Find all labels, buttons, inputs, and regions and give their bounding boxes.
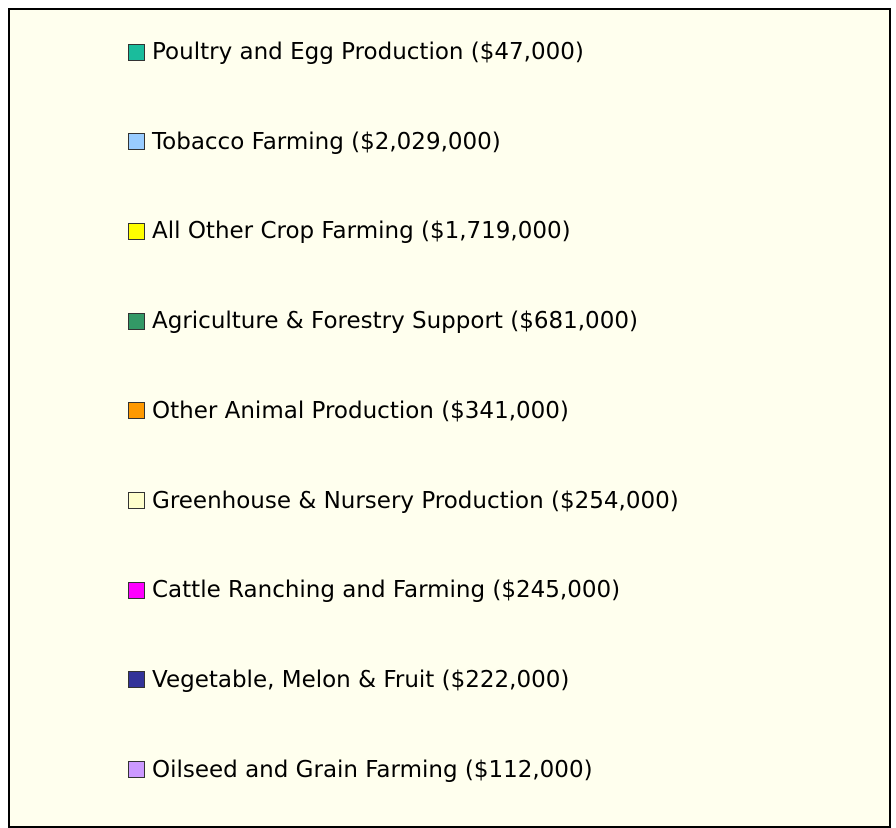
legend-item: Vegetable, Melon & Fruit ($222,000) xyxy=(128,665,569,695)
legend-swatch xyxy=(128,761,145,779)
legend-item: Greenhouse & Nursery Production ($254,00… xyxy=(128,486,679,516)
legend-swatch xyxy=(128,671,145,689)
legend-item: Cattle Ranching and Farming ($245,000) xyxy=(128,575,620,605)
legend-swatch xyxy=(128,581,145,599)
legend-swatch xyxy=(128,222,145,240)
legend-swatch xyxy=(128,133,145,151)
legend-swatch xyxy=(128,312,145,330)
legend-label: Poultry and Egg Production ($47,000) xyxy=(152,39,584,65)
legend-label: Oilseed and Grain Farming ($112,000) xyxy=(152,756,593,783)
legend-label: Tobacco Farming ($2,029,000) xyxy=(152,128,501,155)
legend-label: Agriculture & Forestry Support ($681,000… xyxy=(152,308,638,335)
page: Poultry and Egg Production ($47,000) Toba… xyxy=(8,8,891,828)
legend-label: Cattle Ranching and Farming ($245,000) xyxy=(152,577,621,604)
legend-panel: Poultry and Egg Production ($47,000) Toba… xyxy=(8,8,891,828)
legend-item: All Other Crop Farming ($1,719,000) xyxy=(128,216,571,246)
legend-item: Tobacco Farming ($2,029,000) xyxy=(128,127,501,157)
legend-swatch xyxy=(128,43,145,61)
legend-item: Agriculture & Forestry Support ($681,000… xyxy=(128,306,638,336)
legend-label: Greenhouse & Nursery Production ($254,00… xyxy=(152,487,679,514)
legend-item: Oilseed and Grain Farming ($112,000) xyxy=(128,755,593,785)
legend-label: All Other Crop Farming ($1,719,000) xyxy=(152,218,571,245)
legend-swatch xyxy=(128,402,145,420)
legend-item: Other Animal Production ($341,000) xyxy=(128,396,569,426)
legend-label: Vegetable, Melon & Fruit ($222,000) xyxy=(152,666,570,693)
legend-item: Poultry and Egg Production ($47,000) xyxy=(128,37,584,67)
legend-label: Other Animal Production ($341,000) xyxy=(152,397,569,424)
legend-swatch xyxy=(128,492,145,509)
